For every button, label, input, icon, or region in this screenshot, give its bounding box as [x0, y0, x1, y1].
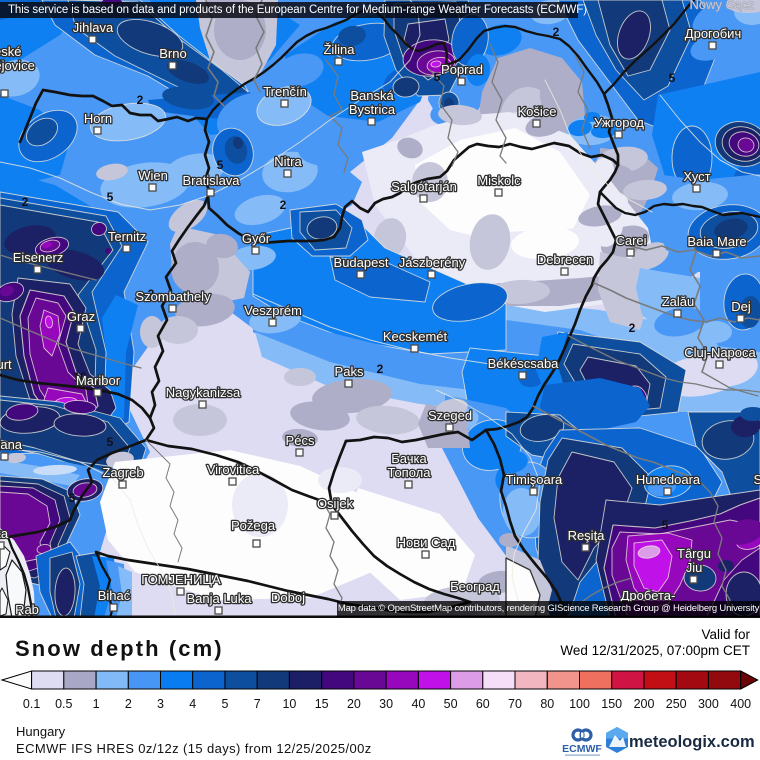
svg-text:Nagykanizsa: Nagykanizsa — [166, 385, 241, 400]
svg-text:ECMWF: ECMWF — [562, 743, 602, 755]
svg-text:Хуст: Хуст — [683, 169, 710, 184]
svg-text:Klagenfurt: Klagenfurt — [0, 357, 12, 372]
svg-text:Carei: Carei — [615, 233, 646, 248]
svg-text:Trenčín: Trenčín — [263, 84, 307, 99]
svg-text:Szeged: Szeged — [428, 408, 472, 423]
svg-text:Banja Luka: Banja Luka — [186, 591, 252, 606]
svg-text:5: 5 — [217, 158, 224, 172]
svg-text:Bystrica: Bystrica — [349, 102, 396, 117]
svg-text:5: 5 — [107, 190, 114, 204]
svg-text:Reşiţa: Reşiţa — [568, 528, 606, 543]
svg-text:5: 5 — [107, 435, 114, 449]
svg-text:Paks: Paks — [335, 364, 364, 379]
svg-text:Pécs: Pécs — [286, 433, 315, 448]
svg-text:Osijek: Osijek — [317, 496, 354, 511]
svg-text:Cluj-Napoca: Cluj-Napoca — [684, 345, 756, 360]
svg-text:2: 2 — [553, 25, 560, 39]
svg-text:Brno: Brno — [159, 46, 186, 61]
svg-text:Bratislava: Bratislava — [182, 173, 240, 188]
svg-text:Zagreb: Zagreb — [102, 465, 143, 480]
svg-text:Дрогобич: Дрогобич — [685, 26, 741, 41]
svg-text:Miskolc: Miskolc — [477, 173, 521, 188]
svg-text:Békéscsaba: Békéscsaba — [488, 356, 560, 371]
svg-text:Бачка: Бачка — [391, 451, 427, 466]
svg-text:Sibiu: Sibiu — [754, 472, 760, 487]
svg-text:Dej: Dej — [731, 299, 751, 314]
svg-text:Budějovice: Budějovice — [0, 58, 35, 73]
svg-text:Doboj: Doboj — [271, 590, 305, 605]
svg-text:Baia Mare: Baia Mare — [687, 234, 746, 249]
svg-text:5: 5 — [434, 70, 441, 84]
svg-text:5: 5 — [69, 491, 76, 505]
svg-text:Kecskemét: Kecskemét — [383, 329, 448, 344]
svg-text:2: 2 — [137, 93, 144, 107]
svg-text:Virovitica: Virovitica — [207, 462, 260, 477]
svg-text:České: České — [0, 44, 21, 59]
svg-text:Rab: Rab — [15, 602, 39, 617]
svg-text:Hunedoara: Hunedoara — [636, 472, 701, 487]
svg-text:Banská: Banská — [350, 88, 394, 103]
svg-text:Košice: Košice — [517, 104, 556, 119]
svg-text:Jihlava: Jihlava — [73, 20, 114, 35]
svg-text:Bihać: Bihać — [98, 588, 131, 603]
svg-text:Szombathely: Szombathely — [135, 289, 211, 304]
svg-text:Eisenerz: Eisenerz — [13, 250, 64, 265]
svg-text:2: 2 — [629, 321, 636, 335]
svg-text:Nitra: Nitra — [274, 154, 302, 169]
svg-text:Топола: Топола — [388, 465, 432, 480]
svg-text:Jiu: Jiu — [686, 560, 703, 575]
svg-text:Veszprém: Veszprém — [244, 303, 302, 318]
svg-text:2: 2 — [22, 195, 29, 209]
svg-text:Нови Сад: Нови Сад — [397, 535, 456, 550]
svg-text:Ljubljana: Ljubljana — [0, 437, 23, 452]
svg-text:Budapest: Budapest — [334, 255, 389, 270]
svg-text:5: 5 — [662, 518, 669, 532]
svg-text:Graz: Graz — [67, 309, 95, 324]
svg-text:2: 2 — [280, 198, 287, 212]
svg-text:Zalău: Zalău — [662, 294, 695, 309]
svg-text:Győr: Győr — [242, 231, 271, 246]
svg-text:Ужгород: Ужгород — [594, 115, 644, 130]
svg-text:2: 2 — [148, 287, 155, 301]
svg-text:2: 2 — [377, 362, 384, 376]
svg-text:Salgótarján: Salgótarján — [391, 179, 457, 194]
svg-text:Žilina: Žilina — [323, 42, 355, 57]
svg-text:Београд: Београд — [450, 579, 500, 594]
svg-text:Poprad: Poprad — [441, 62, 483, 77]
svg-text:Horn: Horn — [84, 111, 112, 126]
svg-text:10: 10 — [73, 370, 87, 384]
svg-text:Debrecen: Debrecen — [537, 252, 593, 267]
svg-text:5: 5 — [669, 71, 676, 85]
svg-text:Timişoara: Timişoara — [506, 472, 563, 487]
svg-text:Jászberény: Jászberény — [399, 255, 466, 270]
svg-text:Maribor: Maribor — [76, 373, 121, 388]
svg-text:Wien: Wien — [138, 168, 168, 183]
svg-text:meteologix.com: meteologix.com — [629, 733, 755, 751]
svg-text:Ternitz: Ternitz — [108, 229, 146, 244]
svg-text:Nowy Sącz: Nowy Sącz — [689, 0, 754, 12]
svg-text:Požega: Požega — [231, 518, 276, 533]
svg-text:Târgu: Târgu — [677, 546, 711, 561]
svg-text:ГОМЈЕНИЦА: ГОМЈЕНИЦА — [141, 572, 221, 587]
svg-text:Дробета-: Дробета- — [621, 588, 676, 603]
svg-text:Rijeka: Rijeka — [0, 526, 9, 541]
